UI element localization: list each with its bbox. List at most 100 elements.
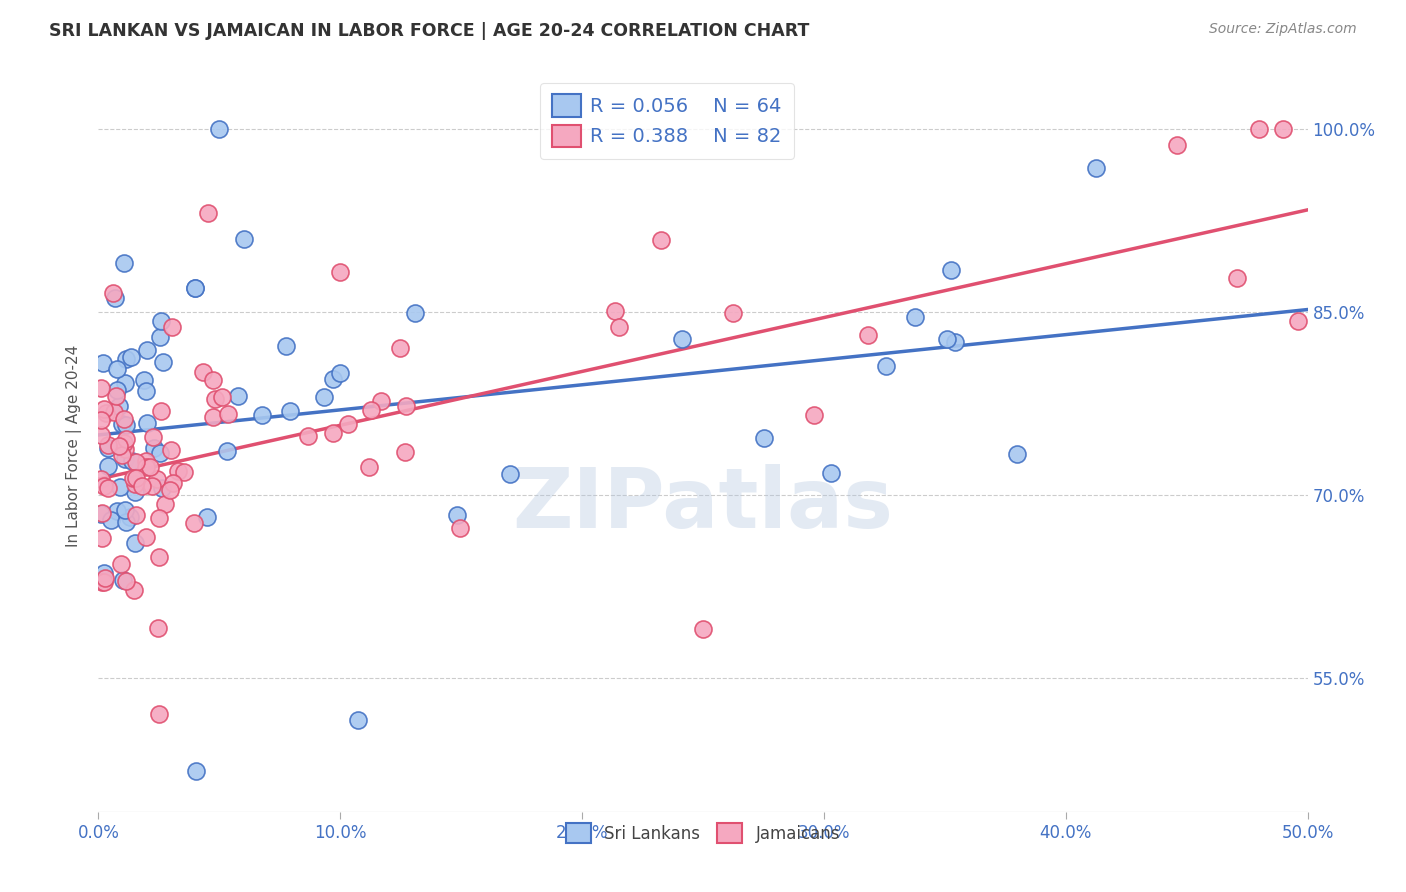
Point — [115, 351, 138, 366]
Point — [193, 365, 215, 379]
Point — [183, 516, 205, 530]
Point — [114, 417, 136, 432]
Point — [90, 413, 112, 427]
Point — [142, 429, 165, 443]
Point — [112, 412, 135, 426]
Point — [135, 460, 157, 475]
Point — [135, 454, 157, 468]
Point — [336, 417, 359, 431]
Point — [135, 530, 157, 544]
Point — [692, 622, 714, 636]
Point — [152, 355, 174, 369]
Point — [162, 476, 184, 491]
Point — [939, 263, 962, 277]
Point — [226, 388, 249, 402]
Point — [115, 432, 138, 446]
Point — [103, 405, 125, 419]
Point — [96, 406, 118, 420]
Point — [105, 384, 128, 398]
Point — [112, 436, 135, 450]
Point — [1249, 122, 1271, 136]
Point — [136, 343, 159, 357]
Point — [498, 467, 520, 481]
Point — [159, 483, 181, 497]
Point — [90, 472, 112, 486]
Point — [101, 285, 124, 300]
Point — [935, 332, 957, 346]
Point — [1166, 138, 1188, 153]
Point — [278, 403, 301, 417]
Point — [108, 480, 131, 494]
Point — [297, 428, 319, 442]
Point — [609, 319, 631, 334]
Point — [135, 416, 157, 430]
Point — [1085, 161, 1108, 175]
Point — [312, 390, 335, 404]
Point — [114, 452, 136, 467]
Point — [120, 509, 142, 524]
Point — [858, 328, 880, 343]
Point — [150, 404, 173, 418]
Point — [125, 508, 148, 523]
Point — [370, 394, 392, 409]
Point — [820, 466, 842, 480]
Point — [360, 403, 382, 417]
Point — [160, 320, 183, 334]
Point — [97, 441, 120, 455]
Point — [124, 477, 146, 491]
Point — [388, 341, 411, 355]
Point — [204, 392, 226, 406]
Point — [446, 508, 468, 522]
Point — [110, 557, 132, 571]
Point — [184, 764, 207, 779]
Text: Source: ZipAtlas.com: Source: ZipAtlas.com — [1209, 22, 1357, 37]
Text: ZIPatlas: ZIPatlas — [513, 464, 893, 545]
Point — [91, 507, 114, 521]
Point — [208, 122, 231, 136]
Point — [347, 714, 370, 728]
Point — [139, 459, 162, 474]
Point — [100, 513, 122, 527]
Point — [124, 484, 146, 499]
Point — [97, 481, 120, 495]
Point — [90, 428, 112, 442]
Point — [395, 399, 418, 413]
Point — [153, 497, 176, 511]
Point — [124, 582, 146, 597]
Point — [91, 356, 114, 370]
Point — [107, 400, 129, 414]
Point — [329, 366, 352, 380]
Point — [115, 515, 138, 529]
Point — [903, 310, 925, 324]
Point — [114, 376, 136, 390]
Point — [394, 444, 416, 458]
Point — [197, 205, 219, 219]
Point — [404, 305, 426, 319]
Point — [124, 536, 146, 550]
Point — [143, 442, 166, 456]
Point — [108, 439, 131, 453]
Point — [121, 454, 143, 468]
Point — [217, 444, 239, 458]
Point — [945, 334, 967, 349]
Point — [125, 471, 148, 485]
Point — [146, 472, 169, 486]
Point — [131, 479, 153, 493]
Point — [721, 306, 744, 320]
Point — [115, 574, 138, 588]
Point — [135, 384, 157, 398]
Point — [114, 502, 136, 516]
Point — [132, 373, 155, 387]
Point — [112, 256, 135, 270]
Point — [322, 372, 344, 386]
Point — [276, 339, 298, 353]
Text: SRI LANKAN VS JAMAICAN IN LABOR FORCE | AGE 20-24 CORRELATION CHART: SRI LANKAN VS JAMAICAN IN LABOR FORCE | … — [49, 22, 810, 40]
Point — [184, 280, 207, 294]
Point — [160, 442, 183, 457]
Point — [875, 359, 897, 374]
Point — [357, 460, 380, 475]
Point — [328, 265, 350, 279]
Point — [93, 478, 115, 492]
Point — [94, 571, 117, 585]
Point — [122, 471, 145, 485]
